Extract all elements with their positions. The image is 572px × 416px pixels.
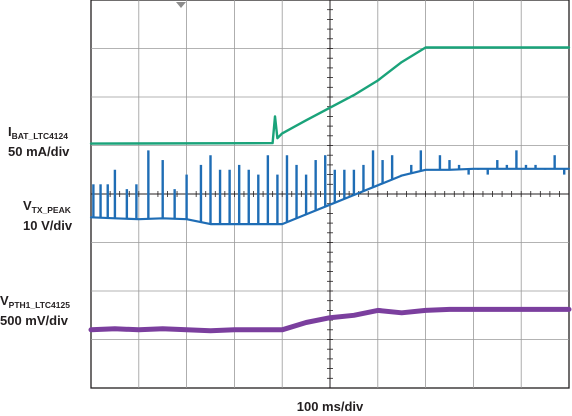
- scale-vpth: 500 mV/div: [0, 313, 69, 328]
- traces: [88, 46, 572, 334]
- scale-vtx: 10 V/div: [23, 218, 73, 233]
- label-ibat: IBAT_LTC4124: [8, 124, 68, 141]
- trace-vpth: [88, 306, 572, 334]
- trace-vtx: [89, 167, 571, 226]
- label-vtx: VTX_PEAK: [23, 198, 72, 215]
- label-vpth: VPTH1_LTC4125: [0, 293, 70, 310]
- x-axis-label: 100 ms/div: [297, 399, 364, 414]
- trigger-marker-icon: [176, 2, 186, 8]
- trace-ibat: [89, 46, 571, 145]
- scale-ibat: 50 mA/div: [8, 144, 70, 159]
